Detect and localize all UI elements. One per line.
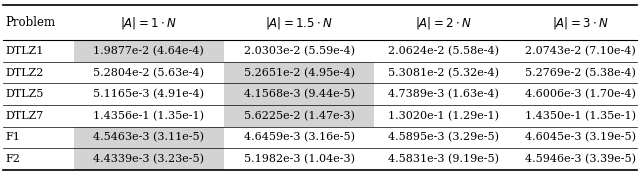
Text: 5.3081e-2 (5.32e-4): 5.3081e-2 (5.32e-4) [388,68,499,78]
Text: DTLZ1: DTLZ1 [6,46,44,56]
Text: 4.4339e-3 (3.23e-5): 4.4339e-3 (3.23e-5) [93,154,204,164]
Text: 4.7389e-3 (1.63e-4): 4.7389e-3 (1.63e-4) [388,89,499,99]
Text: 2.0303e-2 (5.59e-4): 2.0303e-2 (5.59e-4) [244,46,355,56]
Text: 4.6459e-3 (3.16e-5): 4.6459e-3 (3.16e-5) [244,132,355,142]
Text: 4.5831e-3 (9.19e-5): 4.5831e-3 (9.19e-5) [388,154,499,164]
Text: 4.5946e-3 (3.39e-5): 4.5946e-3 (3.39e-5) [525,154,636,164]
Text: 5.6225e-2 (1.47e-3): 5.6225e-2 (1.47e-3) [244,111,355,121]
Text: 2.0624e-2 (5.58e-4): 2.0624e-2 (5.58e-4) [388,46,499,56]
Text: $|A| = 1 \cdot N$: $|A| = 1 \cdot N$ [120,15,177,31]
Text: 5.1982e-3 (1.04e-3): 5.1982e-3 (1.04e-3) [244,154,355,164]
Bar [74,127,224,148]
Text: 5.2804e-2 (5.63e-4): 5.2804e-2 (5.63e-4) [93,68,204,78]
Text: DTLZ7: DTLZ7 [6,111,44,121]
Text: $|A| = 1.5 \cdot N$: $|A| = 1.5 \cdot N$ [265,15,333,31]
Text: 2.0743e-2 (7.10e-4): 2.0743e-2 (7.10e-4) [525,46,636,56]
Text: 4.1568e-3 (9.44e-5): 4.1568e-3 (9.44e-5) [244,89,355,99]
Bar [224,62,374,83]
Text: DTLZ5: DTLZ5 [6,89,44,99]
Text: $|A| = 3 \cdot N$: $|A| = 3 \cdot N$ [552,15,609,31]
Text: 1.4350e-1 (1.35e-1): 1.4350e-1 (1.35e-1) [525,111,636,121]
Text: F2: F2 [6,154,20,164]
Bar [224,83,374,105]
Bar [74,40,224,62]
Bar [224,105,374,127]
Bar [74,148,224,170]
Text: Problem: Problem [6,16,56,29]
Text: F1: F1 [6,132,20,142]
Text: 4.5463e-3 (3.11e-5): 4.5463e-3 (3.11e-5) [93,132,204,142]
Text: DTLZ2: DTLZ2 [6,68,44,78]
Text: 4.6045e-3 (3.19e-5): 4.6045e-3 (3.19e-5) [525,132,636,142]
Text: 5.2651e-2 (4.95e-4): 5.2651e-2 (4.95e-4) [244,68,355,78]
Text: $|A| = 2 \cdot N$: $|A| = 2 \cdot N$ [415,15,472,31]
Text: 5.1165e-3 (4.91e-4): 5.1165e-3 (4.91e-4) [93,89,204,99]
Text: 4.6006e-3 (1.70e-4): 4.6006e-3 (1.70e-4) [525,89,636,99]
Text: 1.9877e-2 (4.64e-4): 1.9877e-2 (4.64e-4) [93,46,204,56]
Text: 5.2769e-2 (5.38e-4): 5.2769e-2 (5.38e-4) [525,68,636,78]
Text: 1.4356e-1 (1.35e-1): 1.4356e-1 (1.35e-1) [93,111,204,121]
Text: 1.3020e-1 (1.29e-1): 1.3020e-1 (1.29e-1) [388,111,499,121]
Text: 4.5895e-3 (3.29e-5): 4.5895e-3 (3.29e-5) [388,132,499,142]
